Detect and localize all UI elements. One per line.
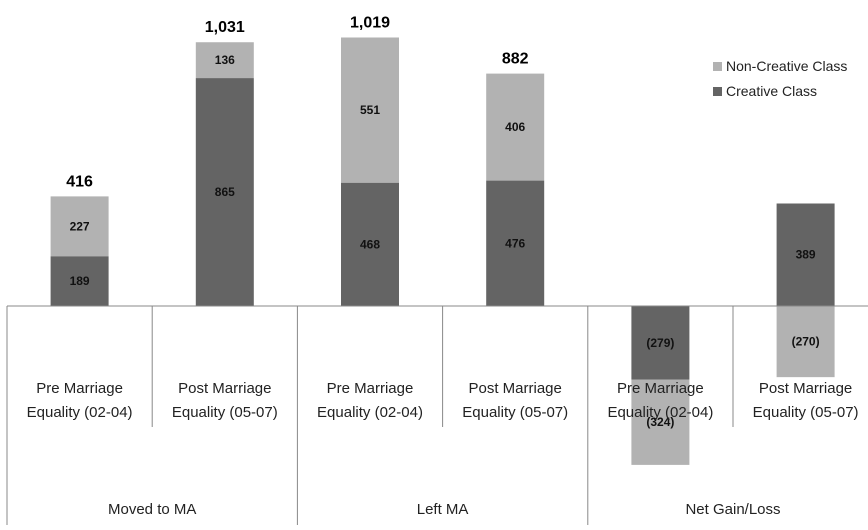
- bar-creative-class-1: [195, 78, 254, 306]
- bar-non-creative-class-2: [341, 37, 399, 183]
- legend-label-0: Non-Creative Class: [726, 58, 847, 74]
- total-label-0: 416: [66, 173, 93, 190]
- bar-non-creative-class-4: [631, 379, 690, 465]
- data-label-non-creative-class-3: 406: [505, 120, 525, 134]
- legend-label-1: Creative Class: [726, 83, 817, 99]
- data-label-non-creative-class-4: (324): [646, 415, 674, 429]
- bar-non-creative-class-3: [486, 73, 545, 181]
- bar-creative-class-2: [341, 182, 399, 306]
- data-label-non-creative-class-1: 136: [215, 53, 235, 67]
- category-label-1-line-2: Equality (05-07): [172, 404, 278, 421]
- data-label-creative-class-0: 189: [70, 274, 90, 288]
- data-label-non-creative-class-0: 227: [70, 219, 90, 233]
- data-label-creative-class-4: (279): [646, 336, 674, 350]
- bar-creative-class-4: [631, 306, 690, 380]
- data-label-creative-class-2: 468: [360, 237, 380, 251]
- category-label-1-line-1: Post Marriage: [178, 380, 271, 397]
- bar-creative-class-0: [50, 256, 109, 306]
- category-label-4-line-1: Pre Marriage: [617, 380, 704, 397]
- total-label-2: 1,019: [350, 14, 390, 31]
- bar-non-creative-class-0: [50, 196, 109, 257]
- legend-swatch-0: [713, 62, 722, 71]
- total-label-3: 882: [502, 51, 529, 68]
- bar-creative-class-5: [776, 203, 835, 306]
- category-label-5-line-1: Post Marriage: [759, 380, 852, 397]
- bar-creative-class-3: [486, 180, 545, 306]
- data-label-creative-class-1: 865: [215, 185, 235, 199]
- data-label-non-creative-class-2: 551: [360, 103, 380, 117]
- category-label-2-line-2: Equality (02-04): [317, 404, 423, 421]
- category-label-0-line-2: Equality (02-04): [27, 404, 133, 421]
- category-label-2-line-1: Pre Marriage: [327, 380, 414, 397]
- data-label-non-creative-class-5: (270): [792, 335, 820, 349]
- category-label-3-line-1: Post Marriage: [469, 380, 562, 397]
- bar-non-creative-class-1: [195, 42, 254, 79]
- category-label-3-line-2: Equality (05-07): [462, 404, 568, 421]
- group-label-0: Moved to MA: [108, 501, 196, 518]
- category-label-0-line-1: Pre Marriage: [36, 380, 123, 397]
- category-label-5-line-2: Equality (05-07): [753, 404, 859, 421]
- bar-non-creative-class-5: [776, 306, 835, 378]
- total-label-1: 1,031: [205, 19, 245, 36]
- legend-swatch-1: [713, 87, 722, 96]
- group-label-2: Net Gain/Loss: [685, 501, 780, 518]
- data-label-creative-class-3: 476: [505, 236, 525, 250]
- group-label-1: Left MA: [417, 501, 469, 518]
- data-label-creative-class-5: 389: [796, 248, 816, 262]
- category-label-4-line-2: Equality (02-04): [607, 404, 713, 421]
